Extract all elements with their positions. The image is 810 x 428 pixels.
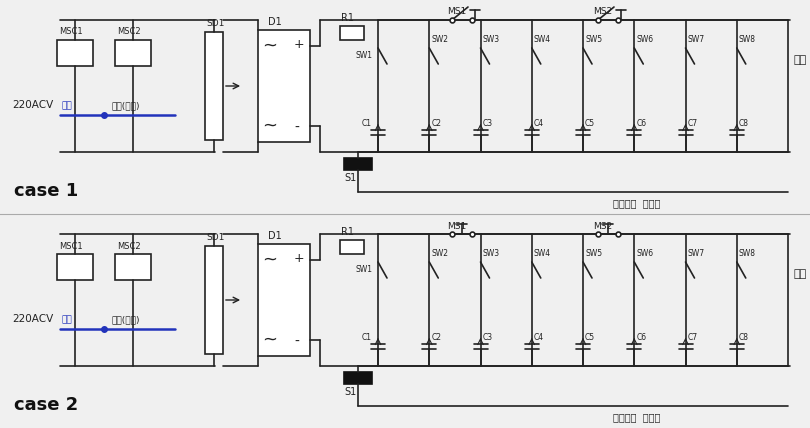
- Text: C7: C7: [688, 119, 697, 128]
- Text: C8: C8: [739, 119, 748, 128]
- Text: SW6: SW6: [636, 249, 654, 258]
- Text: SW5: SW5: [585, 35, 602, 44]
- Text: +: +: [294, 38, 305, 51]
- Text: 출력: 출력: [793, 55, 806, 65]
- Text: SW4: SW4: [534, 35, 551, 44]
- Text: SW1: SW1: [355, 51, 372, 60]
- Text: ~: ~: [262, 117, 277, 135]
- Text: R1: R1: [341, 13, 354, 23]
- Text: MS2: MS2: [593, 8, 612, 17]
- Bar: [344, 372, 372, 384]
- Text: MSC2: MSC2: [117, 27, 141, 36]
- Text: SW5: SW5: [585, 249, 602, 258]
- Text: -: -: [294, 335, 299, 349]
- Text: MSC1: MSC1: [59, 27, 83, 36]
- Text: C3: C3: [483, 119, 492, 128]
- Text: 출력전류  모니터: 출력전류 모니터: [613, 198, 660, 208]
- Text: 220ACV: 220ACV: [12, 314, 53, 324]
- Text: C2: C2: [431, 333, 441, 342]
- Text: SW2: SW2: [431, 249, 448, 258]
- Text: SW3: SW3: [483, 249, 500, 258]
- Bar: [57, 254, 93, 280]
- Text: ~: ~: [262, 251, 277, 269]
- Text: +: +: [294, 252, 305, 265]
- Text: 충전: 충전: [62, 101, 73, 110]
- Text: MS1: MS1: [447, 222, 467, 231]
- Text: SW7: SW7: [688, 249, 705, 258]
- Text: S1: S1: [344, 173, 356, 183]
- Text: C4: C4: [534, 333, 544, 342]
- Text: MS2: MS2: [593, 222, 612, 231]
- Text: 출력전류  모니터: 출력전류 모니터: [613, 412, 660, 422]
- Text: 충전: 충전: [62, 315, 73, 324]
- Text: 출력: 출력: [793, 269, 806, 279]
- Text: SW8: SW8: [739, 249, 756, 258]
- Bar: [115, 40, 151, 66]
- Bar: [205, 246, 223, 354]
- Bar: [258, 30, 310, 142]
- Bar: [205, 32, 223, 140]
- Text: 220ACV: 220ACV: [12, 100, 53, 110]
- Text: MS1: MS1: [447, 8, 467, 17]
- Bar: [340, 240, 364, 254]
- Text: C6: C6: [636, 119, 646, 128]
- Text: C8: C8: [739, 333, 748, 342]
- Bar: [340, 26, 364, 40]
- Text: ~: ~: [262, 331, 277, 349]
- Text: D1: D1: [268, 17, 282, 27]
- Text: D1: D1: [268, 231, 282, 241]
- Text: SD1: SD1: [206, 18, 224, 27]
- Text: C2: C2: [431, 119, 441, 128]
- Text: C7: C7: [688, 333, 697, 342]
- Text: 방전(출력): 방전(출력): [112, 101, 140, 110]
- Text: C6: C6: [636, 333, 646, 342]
- Text: SW1: SW1: [355, 265, 372, 274]
- Text: MSC1: MSC1: [59, 241, 83, 250]
- Text: SW4: SW4: [534, 249, 551, 258]
- Text: C4: C4: [534, 119, 544, 128]
- Text: SW8: SW8: [739, 35, 756, 44]
- Text: SW7: SW7: [688, 35, 705, 44]
- Text: R1: R1: [341, 227, 354, 237]
- Bar: [57, 40, 93, 66]
- Text: C1: C1: [362, 333, 372, 342]
- Text: S1: S1: [344, 387, 356, 397]
- Text: SW3: SW3: [483, 35, 500, 44]
- Text: C3: C3: [483, 333, 492, 342]
- Text: C1: C1: [362, 119, 372, 128]
- Text: case 1: case 1: [14, 182, 79, 200]
- Text: SD1: SD1: [206, 232, 224, 241]
- Bar: [344, 158, 372, 170]
- Text: ~: ~: [262, 37, 277, 55]
- Bar: [258, 244, 310, 356]
- Text: SW6: SW6: [636, 35, 654, 44]
- Text: -: -: [294, 121, 299, 135]
- Text: 방전(출력): 방전(출력): [112, 315, 140, 324]
- Text: C5: C5: [585, 333, 595, 342]
- Text: MSC2: MSC2: [117, 241, 141, 250]
- Text: case 2: case 2: [14, 396, 79, 414]
- Text: SW2: SW2: [431, 35, 448, 44]
- Bar: [115, 254, 151, 280]
- Text: C5: C5: [585, 119, 595, 128]
